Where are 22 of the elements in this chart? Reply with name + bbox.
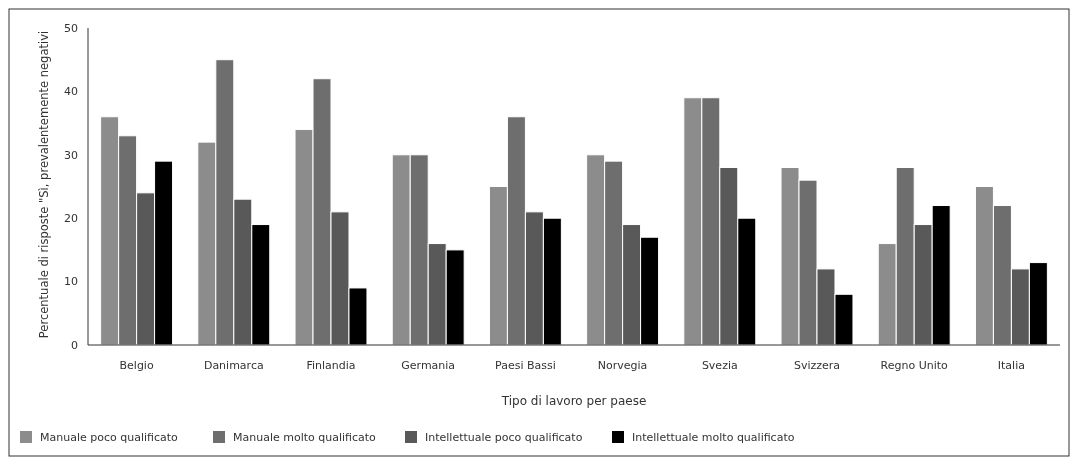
legend-label: Intellettuale poco qualificato [425,430,583,444]
x-tick-label: Danimarca [203,359,264,372]
x-tick-label: Svezia [701,359,738,372]
y-axis-title: Percentuale di risposte "Sì, prevalentemente negativi [37,30,51,339]
x-tick-label: Germania [401,359,456,372]
x-tick-label: Svizzera [793,359,841,372]
x-tick-label: Regno Unito [880,359,949,372]
legend-label: Manuale molto qualificato [233,430,377,444]
y-tick-label: 30 [64,148,78,162]
x-axis-title: Tipo di lavoro per paese [500,394,647,408]
y-tick-label: 40 [64,85,78,99]
x-tick-label: Italia [997,359,1025,372]
x-tick-label: Norvegia [597,359,648,372]
x-tick-label: Finlandia [306,359,356,372]
x-tick-label: Belgio [119,359,154,372]
y-tick-label: 0 [71,338,78,352]
y-tick-label: 20 [64,212,78,226]
legend-label: Intellettuale molto qualificato [632,430,795,444]
x-tick-label: Paesi Bassi [495,359,556,372]
y-tick-label: 10 [64,275,78,289]
y-tick-label: 50 [64,21,78,35]
legend-label: Manuale poco qualificato [40,430,179,444]
